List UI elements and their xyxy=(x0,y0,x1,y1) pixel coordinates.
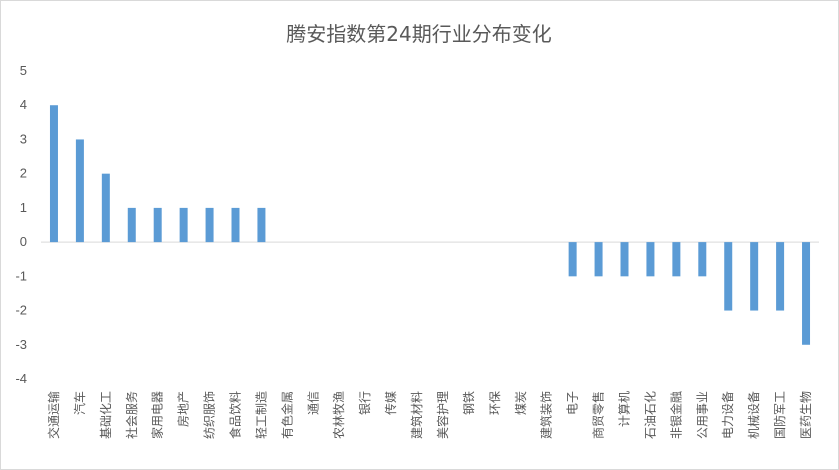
x-tick-label: 有色金属 xyxy=(279,391,294,439)
x-tick-label: 食品饮料 xyxy=(228,391,243,439)
x-tick-label: 计算机 xyxy=(617,391,632,427)
y-tick-label: -3 xyxy=(15,337,27,352)
bar-5 xyxy=(153,207,162,243)
bar-21 xyxy=(568,242,577,277)
bar-27 xyxy=(724,242,733,311)
x-tick-label: 医药生物 xyxy=(799,391,813,439)
x-tick-label: 石油石化 xyxy=(643,391,657,439)
x-tick-label: 纺织服饰 xyxy=(203,391,217,439)
x-tick-label: 环保 xyxy=(488,391,502,415)
y-tick-label: 0 xyxy=(20,234,27,249)
bar-24 xyxy=(646,242,655,277)
bar-8 xyxy=(231,207,240,243)
bar-23 xyxy=(620,242,629,277)
x-tick-label: 银行 xyxy=(358,391,372,415)
bar-2 xyxy=(75,139,84,243)
x-tick-label: 钢铁 xyxy=(462,391,476,415)
y-tick-label: -2 xyxy=(15,303,27,318)
y-tick-label: 2 xyxy=(20,166,27,181)
bar-4 xyxy=(127,207,136,243)
x-tick-label: 电子 xyxy=(566,391,580,415)
x-tick-label: 社会服务 xyxy=(124,391,139,439)
y-tick-label: 1 xyxy=(20,200,27,215)
x-tick-label: 建筑材料 xyxy=(409,391,424,439)
x-tick-label: 国防军工 xyxy=(772,391,787,439)
x-tick-label: 交通运输 xyxy=(46,391,61,439)
x-tick-label: 通信 xyxy=(306,391,320,415)
x-tick-label: 汽车 xyxy=(72,391,87,415)
bar-9 xyxy=(257,207,266,243)
x-tick-label: 公用事业 xyxy=(695,391,709,439)
bar-7 xyxy=(205,207,214,243)
bar-22 xyxy=(594,242,603,277)
y-tick-label: 3 xyxy=(20,131,27,146)
x-tick-label: 机械设备 xyxy=(746,391,761,439)
x-tick-label: 电力设备 xyxy=(721,391,735,439)
y-tick-label: 4 xyxy=(20,97,27,112)
x-axis-labels: 交通运输 汽车 基础化工 社会服务 家用电器 房地产 纺织服饰 食品饮料 轻工制造 有色金属 通信农… xyxy=(46,391,813,439)
bar-28 xyxy=(750,242,759,311)
y-tick-label: -4 xyxy=(15,371,27,386)
bar-1 xyxy=(49,105,58,243)
y-tick-label: 5 xyxy=(20,63,27,78)
x-tick-label: 商贸零售 xyxy=(591,391,606,439)
x-tick-label: 非银金融 xyxy=(668,391,683,439)
bar-30 xyxy=(802,242,811,345)
x-tick-label: 建筑装饰 xyxy=(539,391,554,439)
x-tick-label: 轻工制造 xyxy=(254,391,268,439)
y-tick-label: -1 xyxy=(15,268,27,283)
x-tick-label: 家用电器 xyxy=(150,391,165,439)
y-axis-ticks: 5 4 3 2 1 0 -1 -2 -3 -4 xyxy=(15,63,27,386)
bar-29 xyxy=(776,242,785,311)
x-tick-label: 农林牧渔 xyxy=(332,391,346,439)
x-tick-label: 传媒 xyxy=(383,391,398,415)
bars-group xyxy=(49,105,811,345)
x-tick-label: 基础化工 xyxy=(99,391,113,439)
x-tick-label: 房地产 xyxy=(176,391,191,427)
x-tick-label: 煤炭 xyxy=(514,391,528,415)
chart-title: 腾安指数第24期行业分布变化 xyxy=(286,22,551,46)
bar-3 xyxy=(101,173,110,243)
bar-6 xyxy=(179,207,188,243)
x-tick-label: 美容护理 xyxy=(435,391,450,439)
bar-25 xyxy=(672,242,681,277)
bar-26 xyxy=(698,242,707,277)
